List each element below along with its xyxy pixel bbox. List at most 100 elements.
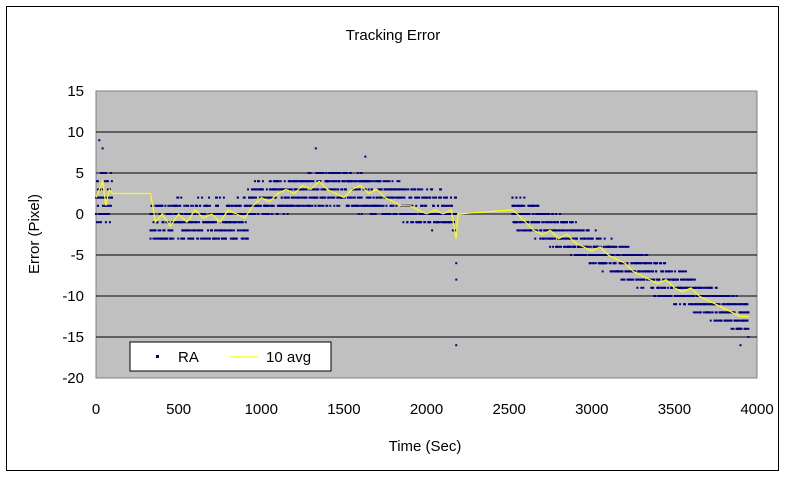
ra-point <box>239 229 242 232</box>
ra-point <box>658 286 661 289</box>
ra-point <box>520 229 523 232</box>
ra-point <box>632 278 635 281</box>
ra-point <box>540 229 543 232</box>
ra-point <box>230 213 233 215</box>
ra-point <box>709 311 712 314</box>
ra-point <box>539 237 542 240</box>
ra-point <box>194 213 197 215</box>
ra-point <box>729 311 732 314</box>
ra-point <box>716 319 719 322</box>
ra-point <box>670 295 673 297</box>
ra-point <box>208 196 211 199</box>
ra-point <box>338 204 341 207</box>
ra-point <box>206 237 209 240</box>
ra-point <box>669 270 672 273</box>
ra-point <box>455 278 458 281</box>
ra-point <box>516 221 519 224</box>
ra-point <box>350 196 353 199</box>
ra-point <box>552 245 555 248</box>
ra-point <box>610 237 613 240</box>
ra-point <box>678 295 681 297</box>
ra-point <box>337 172 340 174</box>
ra-point <box>309 180 312 183</box>
y-tick-label: 0 <box>76 206 84 223</box>
ra-point <box>588 237 591 240</box>
ra-point <box>312 188 315 191</box>
ra-point <box>99 221 102 224</box>
ra-point <box>293 204 296 207</box>
ra-point <box>242 213 245 215</box>
ra-point <box>442 221 445 224</box>
ra-point <box>379 204 382 207</box>
ra-point <box>735 303 738 306</box>
ra-point <box>282 188 285 191</box>
ra-point <box>634 270 637 273</box>
ra-point <box>227 229 230 232</box>
ra-point <box>348 196 351 199</box>
ra-point <box>359 204 362 207</box>
x-tick-label: 3500 <box>658 401 691 418</box>
ra-point <box>321 196 324 199</box>
ra-point <box>201 196 204 199</box>
ra-point <box>549 245 552 248</box>
ra-point <box>733 311 736 314</box>
ra-point <box>538 221 541 224</box>
ra-point <box>337 188 340 191</box>
ra-point <box>283 180 286 183</box>
ra-point <box>448 221 451 224</box>
ra-point <box>107 196 110 199</box>
ra-point <box>639 270 642 273</box>
ra-point <box>259 204 262 207</box>
ra-point <box>191 221 194 224</box>
ra-point <box>726 295 729 297</box>
ra-point <box>572 237 575 240</box>
ra-point <box>395 204 398 207</box>
ra-point <box>547 229 550 232</box>
ra-point <box>256 213 259 215</box>
ra-point <box>167 221 170 224</box>
ra-point <box>739 319 742 322</box>
ra-point <box>392 196 395 199</box>
ra-point <box>239 204 242 207</box>
ra-point <box>185 213 188 215</box>
ra-point <box>215 196 218 199</box>
ra-point <box>392 204 395 207</box>
ra-point <box>555 229 558 232</box>
ra-point <box>380 196 383 199</box>
ra-point <box>376 196 379 199</box>
ra-point <box>602 245 605 248</box>
ra-point <box>694 311 697 314</box>
ra-point <box>638 254 641 256</box>
ra-point <box>640 286 643 289</box>
ra-point <box>747 327 750 330</box>
ra-point <box>444 213 447 215</box>
ra-point <box>454 229 457 232</box>
ra-point <box>294 196 297 199</box>
ra-point <box>582 229 585 232</box>
y-tick-label: -10 <box>62 288 84 305</box>
ra-point <box>243 229 246 232</box>
ra-point <box>719 295 722 297</box>
ra-point <box>566 229 569 232</box>
ra-point <box>405 188 408 191</box>
ra-point <box>228 213 231 215</box>
ra-point <box>611 245 614 248</box>
ra-point <box>526 229 529 232</box>
ra-point <box>542 221 545 224</box>
ra-point <box>344 188 347 191</box>
ra-point <box>277 180 280 183</box>
ra-point <box>625 245 628 248</box>
y-tick-labels: 15 10 5 0 -5 -10 -15 -20 <box>62 83 84 387</box>
ra-point <box>324 196 327 199</box>
ra-point <box>623 254 626 256</box>
ra-point <box>537 204 540 207</box>
ra-point <box>237 229 240 232</box>
ra-point <box>645 262 648 265</box>
ra-point <box>532 221 535 224</box>
ra-point <box>664 286 667 289</box>
ra-point <box>710 286 713 289</box>
ra-point <box>106 180 109 183</box>
ra-point <box>614 262 617 265</box>
ra-point <box>107 213 110 215</box>
